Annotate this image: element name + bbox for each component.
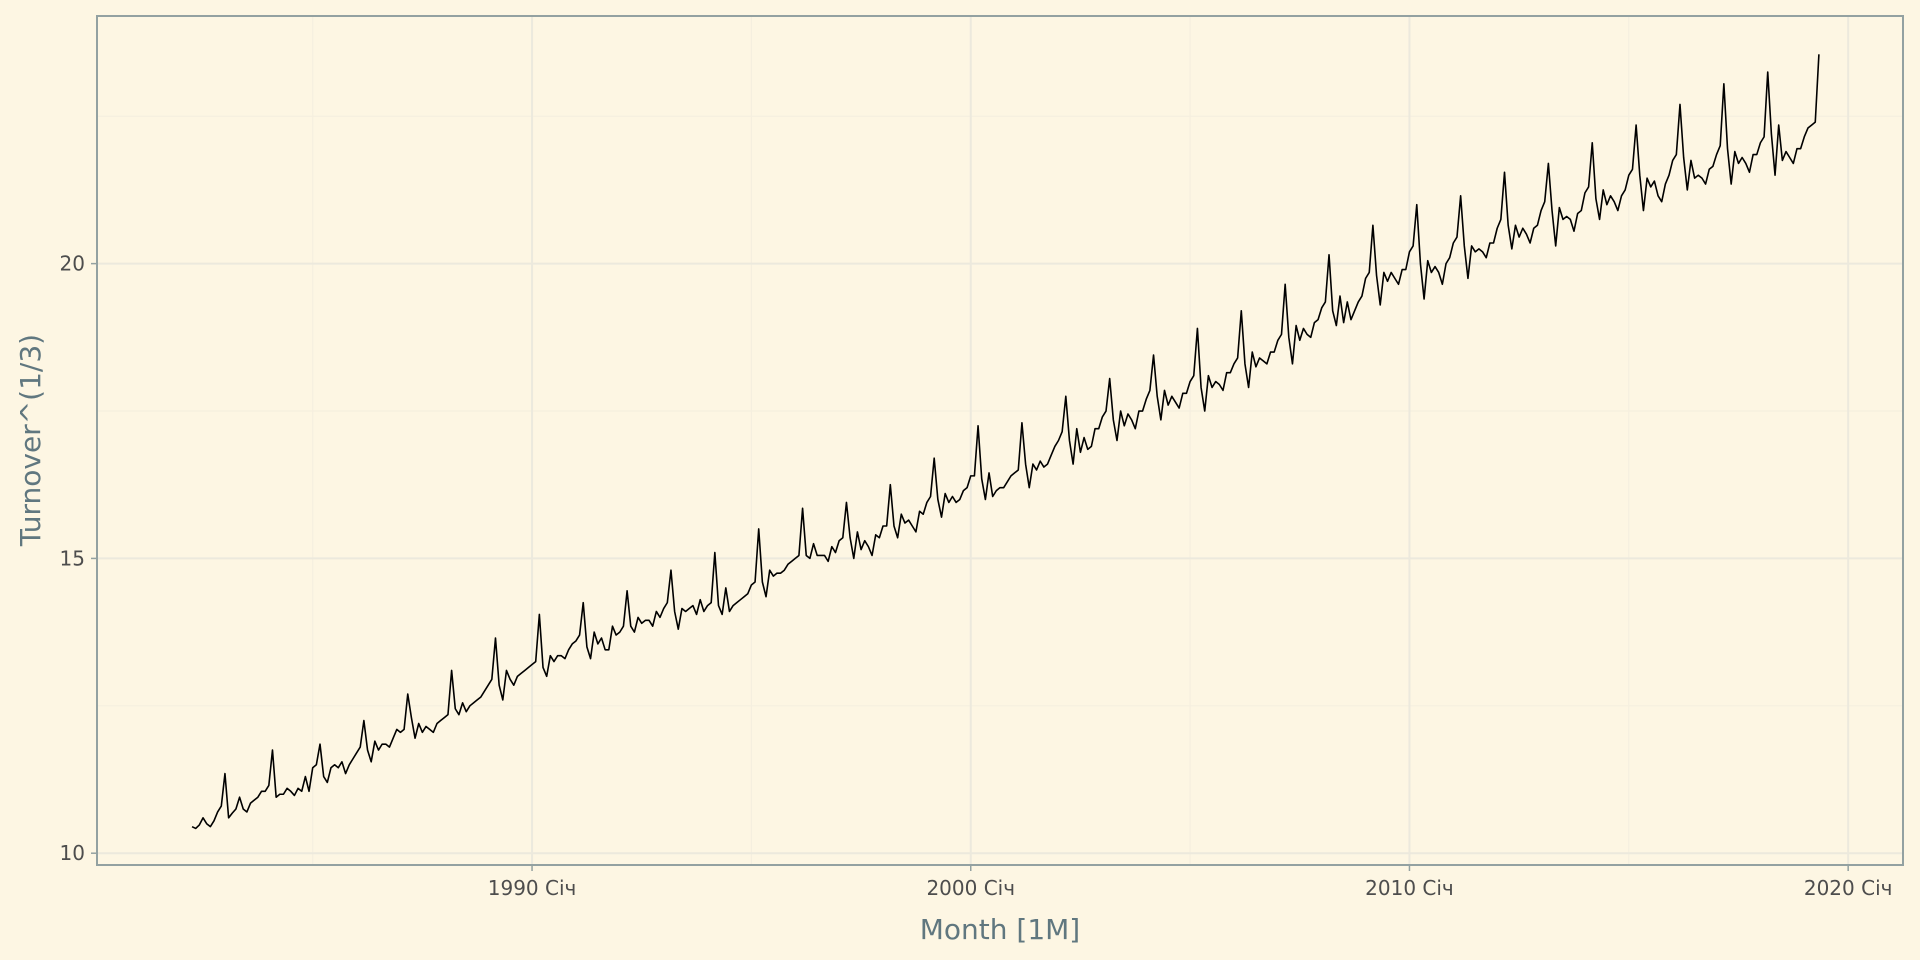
y-axis-title: Turnover^(1/3) [14,334,47,547]
x-axis-ticks: 1990 Січ 2000 Січ 2010 Січ 2020 Січ [488,865,1893,900]
panel-border [96,15,1904,866]
x-tick-label: 2000 Січ [926,876,1015,900]
series-line [191,54,1820,830]
series-line-group [191,54,1820,830]
x-axis-title: Month [1M] [920,913,1080,946]
x-tick-label: 2010 Січ [1365,876,1454,900]
x-tick-label: 2020 Січ [1804,876,1893,900]
y-tick-label: 15 [60,546,85,570]
grid-lines [97,16,1903,865]
plot-panel [97,16,1903,865]
y-axis-ticks: 10 15 20 [60,252,97,865]
y-tick-label: 20 [60,252,85,276]
x-tick-label: 1990 Січ [488,876,577,900]
y-tick-label: 10 [60,841,85,865]
